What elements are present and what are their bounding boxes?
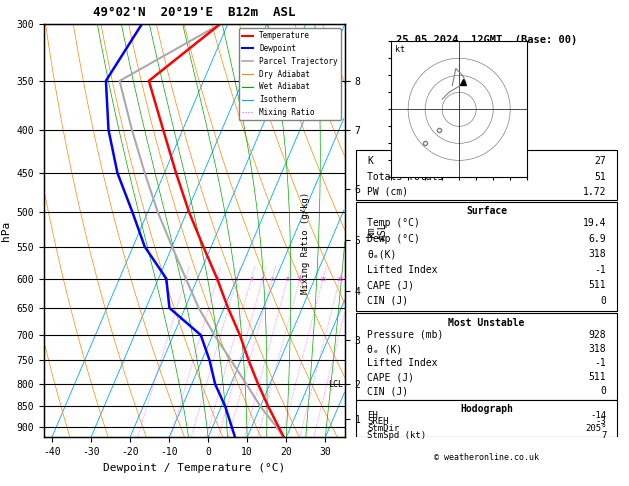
Text: kt: kt — [394, 45, 404, 53]
Text: Lifted Index: Lifted Index — [367, 358, 437, 368]
Text: Most Unstable: Most Unstable — [448, 318, 525, 328]
Text: -14: -14 — [590, 411, 606, 419]
Text: 2: 2 — [215, 277, 219, 281]
Text: PW (cm): PW (cm) — [367, 187, 408, 196]
Text: 7: 7 — [601, 431, 606, 440]
FancyBboxPatch shape — [356, 150, 617, 200]
Title: 49°02'N  20°19'E  B12m  ASL: 49°02'N 20°19'E B12m ASL — [93, 6, 296, 19]
Text: StmDir: StmDir — [367, 424, 399, 433]
Text: 20: 20 — [336, 277, 343, 281]
Text: 4: 4 — [249, 277, 253, 281]
Text: θₑ(K): θₑ(K) — [367, 249, 396, 260]
FancyBboxPatch shape — [356, 400, 617, 437]
Text: 318: 318 — [589, 344, 606, 354]
Text: 6: 6 — [270, 277, 274, 281]
Text: StmSpd (kt): StmSpd (kt) — [367, 431, 426, 440]
Text: SREH: SREH — [367, 417, 388, 426]
Text: 318: 318 — [589, 249, 606, 260]
Text: 10: 10 — [296, 277, 304, 281]
Text: 15: 15 — [319, 277, 326, 281]
Text: -1: -1 — [594, 358, 606, 368]
Text: 27: 27 — [594, 156, 606, 167]
Text: CIN (J): CIN (J) — [367, 296, 408, 306]
Text: 0: 0 — [601, 296, 606, 306]
X-axis label: Dewpoint / Temperature (°C): Dewpoint / Temperature (°C) — [103, 463, 286, 473]
Text: 1: 1 — [184, 277, 187, 281]
Text: Pressure (mb): Pressure (mb) — [367, 330, 443, 340]
Text: 928: 928 — [589, 330, 606, 340]
Text: CAPE (J): CAPE (J) — [367, 372, 414, 382]
Text: Dewp (°C): Dewp (°C) — [367, 234, 420, 244]
FancyBboxPatch shape — [356, 202, 617, 312]
Text: -3: -3 — [596, 417, 606, 426]
Text: Lifted Index: Lifted Index — [367, 265, 437, 275]
Text: 5: 5 — [260, 277, 264, 281]
Text: 3: 3 — [235, 277, 238, 281]
Text: 19.4: 19.4 — [583, 219, 606, 228]
Legend: Temperature, Dewpoint, Parcel Trajectory, Dry Adiabat, Wet Adiabat, Isotherm, Mi: Temperature, Dewpoint, Parcel Trajectory… — [238, 28, 341, 120]
Text: 6.9: 6.9 — [589, 234, 606, 244]
Text: LCL: LCL — [328, 380, 343, 389]
Text: 25.05.2024  12GMT  (Base: 00): 25.05.2024 12GMT (Base: 00) — [396, 35, 577, 45]
FancyBboxPatch shape — [356, 313, 617, 400]
Text: -1: -1 — [594, 265, 606, 275]
Text: 8: 8 — [286, 277, 289, 281]
Text: 1.72: 1.72 — [583, 187, 606, 196]
Text: CIN (J): CIN (J) — [367, 386, 408, 396]
Y-axis label: km
ASL: km ASL — [366, 222, 387, 240]
Text: © weatheronline.co.uk: © weatheronline.co.uk — [434, 453, 539, 462]
Text: EH: EH — [367, 411, 377, 419]
Text: 0: 0 — [601, 386, 606, 396]
Text: Hodograph: Hodograph — [460, 404, 513, 415]
Text: 511: 511 — [589, 372, 606, 382]
Text: Surface: Surface — [466, 206, 507, 216]
Text: 205°: 205° — [585, 424, 606, 433]
Text: 51: 51 — [594, 172, 606, 181]
Text: CAPE (J): CAPE (J) — [367, 280, 414, 291]
Text: K: K — [367, 156, 373, 167]
Text: Temp (°C): Temp (°C) — [367, 219, 420, 228]
Text: Totals Totals: Totals Totals — [367, 172, 443, 181]
Text: 511: 511 — [589, 280, 606, 291]
Text: θₑ (K): θₑ (K) — [367, 344, 402, 354]
Y-axis label: hPa: hPa — [1, 221, 11, 241]
Text: Mixing Ratio (g/kg): Mixing Ratio (g/kg) — [301, 192, 309, 294]
